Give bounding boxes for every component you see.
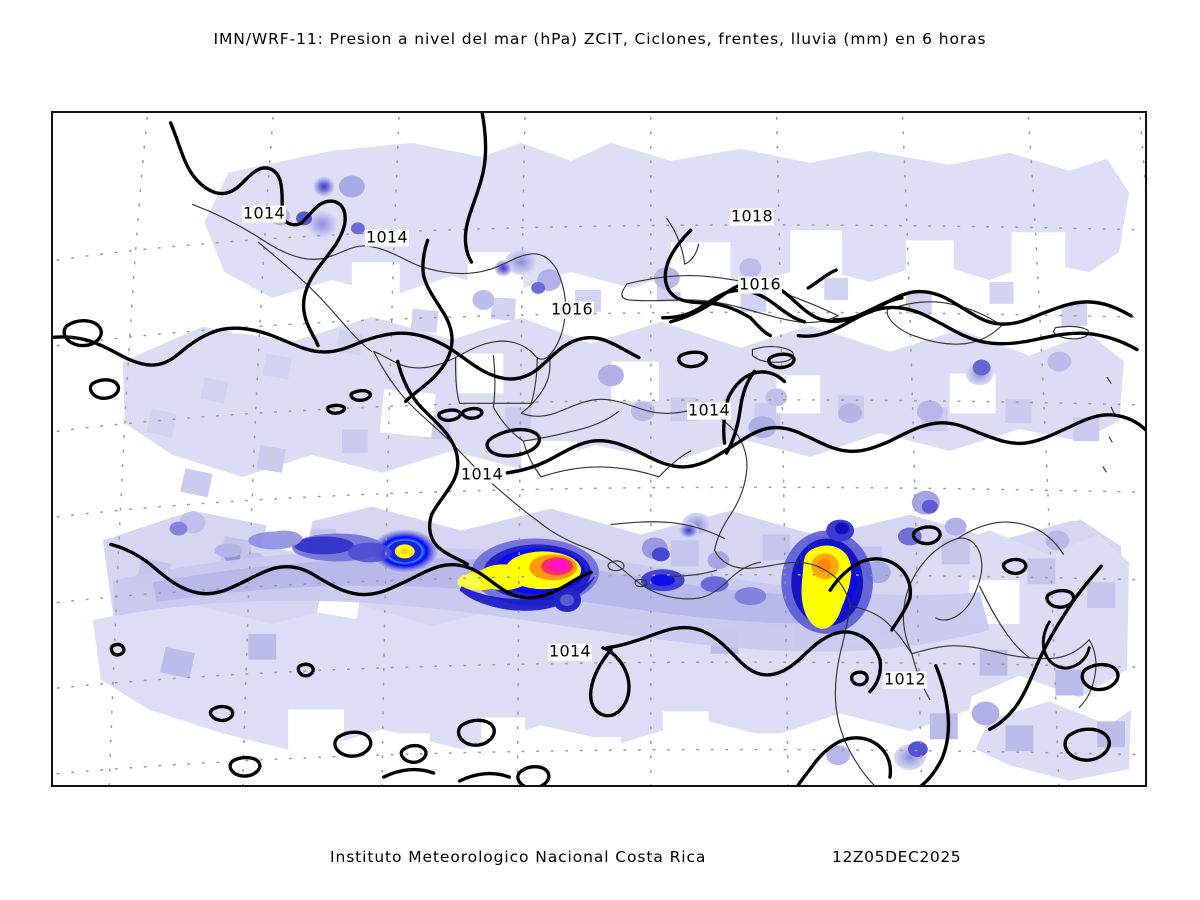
graticule [53, 113, 1145, 785]
page-title: IMN/WRF-11: Presion a nivel del mar (hPa… [213, 30, 987, 48]
map-canvas [53, 113, 1145, 785]
coastlines [191, 203, 1115, 785]
isobar-1014-itcz-west [109, 542, 237, 596]
map-layers [53, 113, 1145, 785]
isobar-label: 1018 [730, 206, 774, 226]
isobar-label: 1012 [883, 669, 927, 689]
isobar-1014-nw-a [168, 121, 286, 223]
isobar-1012-east [1011, 564, 1103, 712]
precip-mass-upper [204, 142, 1130, 298]
isobar-label: 1014 [687, 400, 731, 420]
footer-valid-time: 12Z05DEC2025 [832, 848, 962, 866]
isobar-1016-caribbean [661, 308, 699, 320]
isobar-label: 1016 [738, 274, 782, 294]
isobar-label: 1014 [365, 227, 409, 247]
isobar-1014-mid-left [396, 359, 460, 517]
isobar-label: 1014 [460, 464, 504, 484]
isobar-label: 1016 [550, 299, 594, 319]
front-symbols [1041, 620, 1091, 670]
precip-core-west [370, 529, 439, 574]
isobar-1014-nw-b-upper [463, 113, 488, 264]
isobar-1016-left [53, 335, 179, 367]
isobar-label: 1014 [548, 641, 592, 661]
isobar-1018 [663, 228, 753, 320]
footer-institution: Instituto Meteorologico Nacional Costa R… [330, 848, 707, 866]
map-frame: 1014 1014 1018 1016 1016 1014 1014 1014 … [51, 111, 1147, 787]
isobar-closed-a [485, 427, 542, 458]
isobar-label: 1014 [242, 203, 286, 223]
